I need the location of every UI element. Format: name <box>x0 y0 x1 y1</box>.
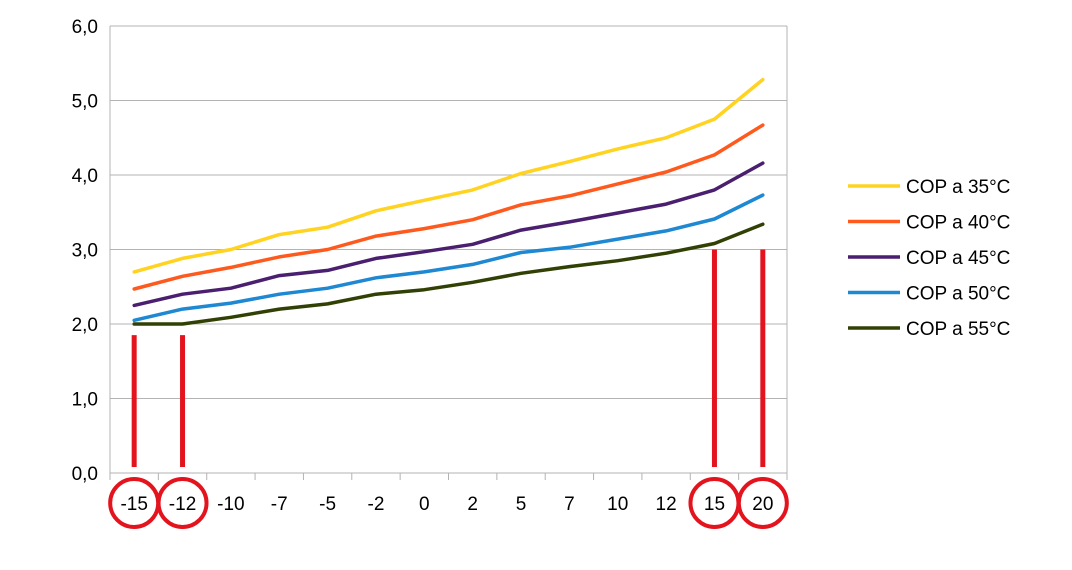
x-tick-labels: -15 -12 -10 -7 -5 -2 0 2 5 7 10 12 15 20 <box>120 494 773 515</box>
annotation-circle <box>736 477 789 529</box>
series-line <box>132 161 765 308</box>
x-tick-label: 7 <box>564 494 575 515</box>
x-tick-label: -12 <box>169 494 196 515</box>
x-tick-label: 10 <box>607 494 628 515</box>
series-line <box>132 77 765 274</box>
x-tick-label: -5 <box>319 494 336 515</box>
y-tick-label: 6,0 <box>72 17 98 38</box>
x-tick-label: 20 <box>752 494 773 515</box>
y-tick-label: 5,0 <box>72 92 98 113</box>
x-tick-label: -10 <box>217 494 244 515</box>
series-lines <box>132 77 765 326</box>
series-line <box>132 193 765 323</box>
legend-label: COP a 40°C <box>906 213 1010 234</box>
y-tick-labels: 0,0 1,0 2,0 3,0 4,0 5,0 6,0 <box>72 17 98 485</box>
legend-label: COP a 55°C <box>906 319 1010 340</box>
x-tick-label: 15 <box>704 494 725 515</box>
y-tick-label: 0,0 <box>72 464 98 485</box>
x-tick-label: -15 <box>120 494 147 515</box>
x-tick-label: -7 <box>271 494 288 515</box>
annotation-circle <box>156 477 209 529</box>
series-line <box>132 222 765 326</box>
legend-label: COP a 45°C <box>906 248 1010 269</box>
legend-label: COP a 35°C <box>906 177 1010 198</box>
x-tick-label: 2 <box>467 494 478 515</box>
legend: COP a 35°C COP a 40°C COP a 45°C COP a 50°C… <box>848 177 1010 340</box>
annotation-circles <box>108 477 789 529</box>
y-tick-label: 3,0 <box>72 241 98 262</box>
x-tick-label: 0 <box>419 494 430 515</box>
x-tick-label: -2 <box>368 494 385 515</box>
x-tick-label: 12 <box>656 494 677 515</box>
y-tick-label: 1,0 <box>72 390 98 411</box>
axes <box>109 26 788 480</box>
legend-label: COP a 50°C <box>906 284 1010 305</box>
annotation-marker-lines <box>131 249 766 467</box>
x-tick-label: 5 <box>516 494 527 515</box>
y-tick-label: 2,0 <box>72 315 98 336</box>
series-line <box>132 123 765 291</box>
y-tick-label: 4,0 <box>72 166 98 187</box>
